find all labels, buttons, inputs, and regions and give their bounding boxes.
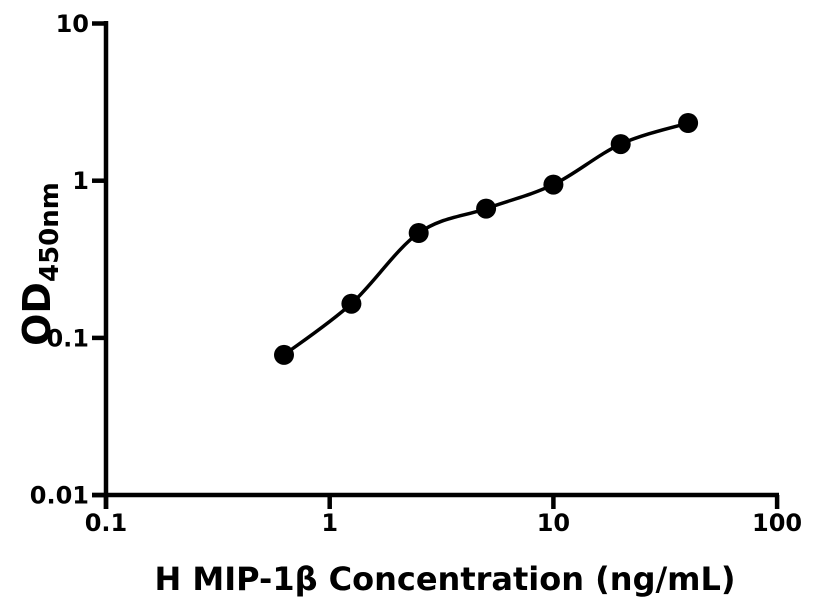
data-point xyxy=(610,134,631,155)
y-tick-label: 10 xyxy=(56,10,89,38)
data-point xyxy=(543,174,564,195)
y-axis-label-main: OD xyxy=(15,282,59,346)
data-point xyxy=(274,344,294,365)
x-tick-label: 100 xyxy=(752,509,802,537)
x-axis-title: H MIP-1β Concentration (ng/mL) xyxy=(154,560,736,598)
x-tick-label: 1 xyxy=(321,509,338,537)
fit-curve xyxy=(282,121,690,357)
y-tick-label: 1 xyxy=(72,167,89,195)
y-axis-label-subscript: 450nm xyxy=(35,182,65,283)
x-tick-label: 0.1 xyxy=(85,509,128,537)
y-tick-label: 0.1 xyxy=(46,324,89,352)
y-tick-label: 0.01 xyxy=(30,482,89,510)
data-point xyxy=(476,198,497,219)
data-point xyxy=(678,113,699,133)
data-point xyxy=(341,293,362,314)
y-axis-label: OD450nm xyxy=(15,182,65,346)
x-tick-label: 10 xyxy=(537,509,570,537)
data-point xyxy=(408,223,429,243)
